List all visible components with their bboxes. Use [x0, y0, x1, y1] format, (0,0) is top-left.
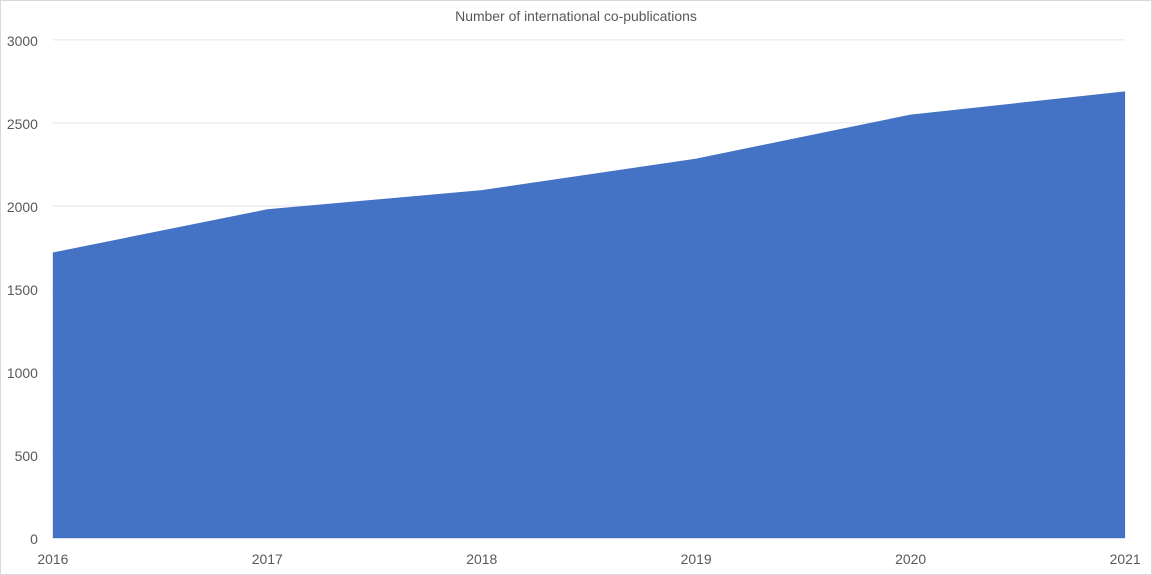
x-tick-label: 2019 [681, 551, 712, 567]
y-axis: 0 500 1000 1500 2000 2500 3000 [7, 33, 38, 547]
y-tick-label: 3000 [7, 33, 38, 49]
x-tick-label: 2016 [37, 551, 68, 567]
y-tick-label: 2000 [7, 199, 38, 215]
x-tick-label: 2020 [895, 551, 926, 567]
y-tick-label: 2500 [7, 116, 38, 132]
chart-title: Number of international co-publications [455, 8, 697, 24]
y-tick-label: 1500 [7, 282, 38, 298]
x-tick-label: 2021 [1110, 551, 1141, 567]
area-fill [52, 91, 1126, 539]
x-axis: 2016 2017 2018 2019 2020 2021 [37, 551, 1141, 567]
x-tick-label: 2017 [252, 551, 283, 567]
y-tick-label: 500 [15, 448, 39, 464]
y-tick-label: 1000 [7, 365, 38, 381]
x-tick-label: 2018 [466, 551, 497, 567]
area-series [52, 91, 1126, 539]
y-tick-label: 0 [30, 531, 38, 547]
